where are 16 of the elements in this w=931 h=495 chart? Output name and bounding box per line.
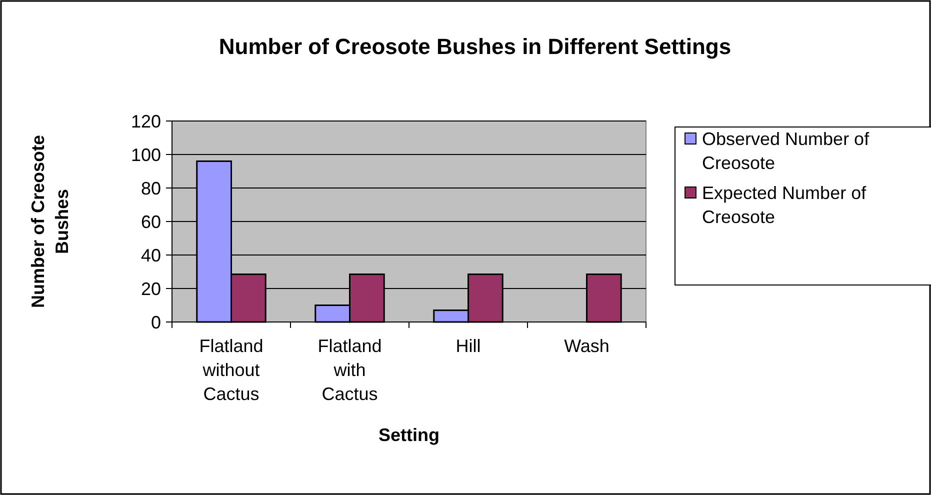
y-axis-title: Number of Creosote Bushes	[28, 134, 72, 308]
y-tick-label: 100	[130, 144, 161, 165]
chart-title: Number of Creosote Bushes in Different Settings	[218, 34, 732, 59]
y-tick-label: 80	[140, 178, 161, 198]
x-tick-label: Flatland with Cactus	[318, 336, 382, 404]
legend-label: Observed Number of Creosote	[702, 129, 870, 173]
y-tick-label: 0	[150, 312, 161, 332]
y-tick-label: 60	[140, 212, 161, 232]
legend-label: Expected Number of Creosote	[702, 183, 868, 227]
y-tick-label: 20	[140, 278, 161, 299]
x-tick-label: Wash	[564, 336, 610, 356]
x-tick-label: Flatland without Cactus	[199, 336, 264, 404]
y-tick-label: 40	[140, 245, 161, 266]
x-axis-title: Setting	[378, 425, 440, 445]
y-tick-label: 120	[130, 111, 161, 132]
x-tick-label: Hill	[456, 336, 481, 356]
